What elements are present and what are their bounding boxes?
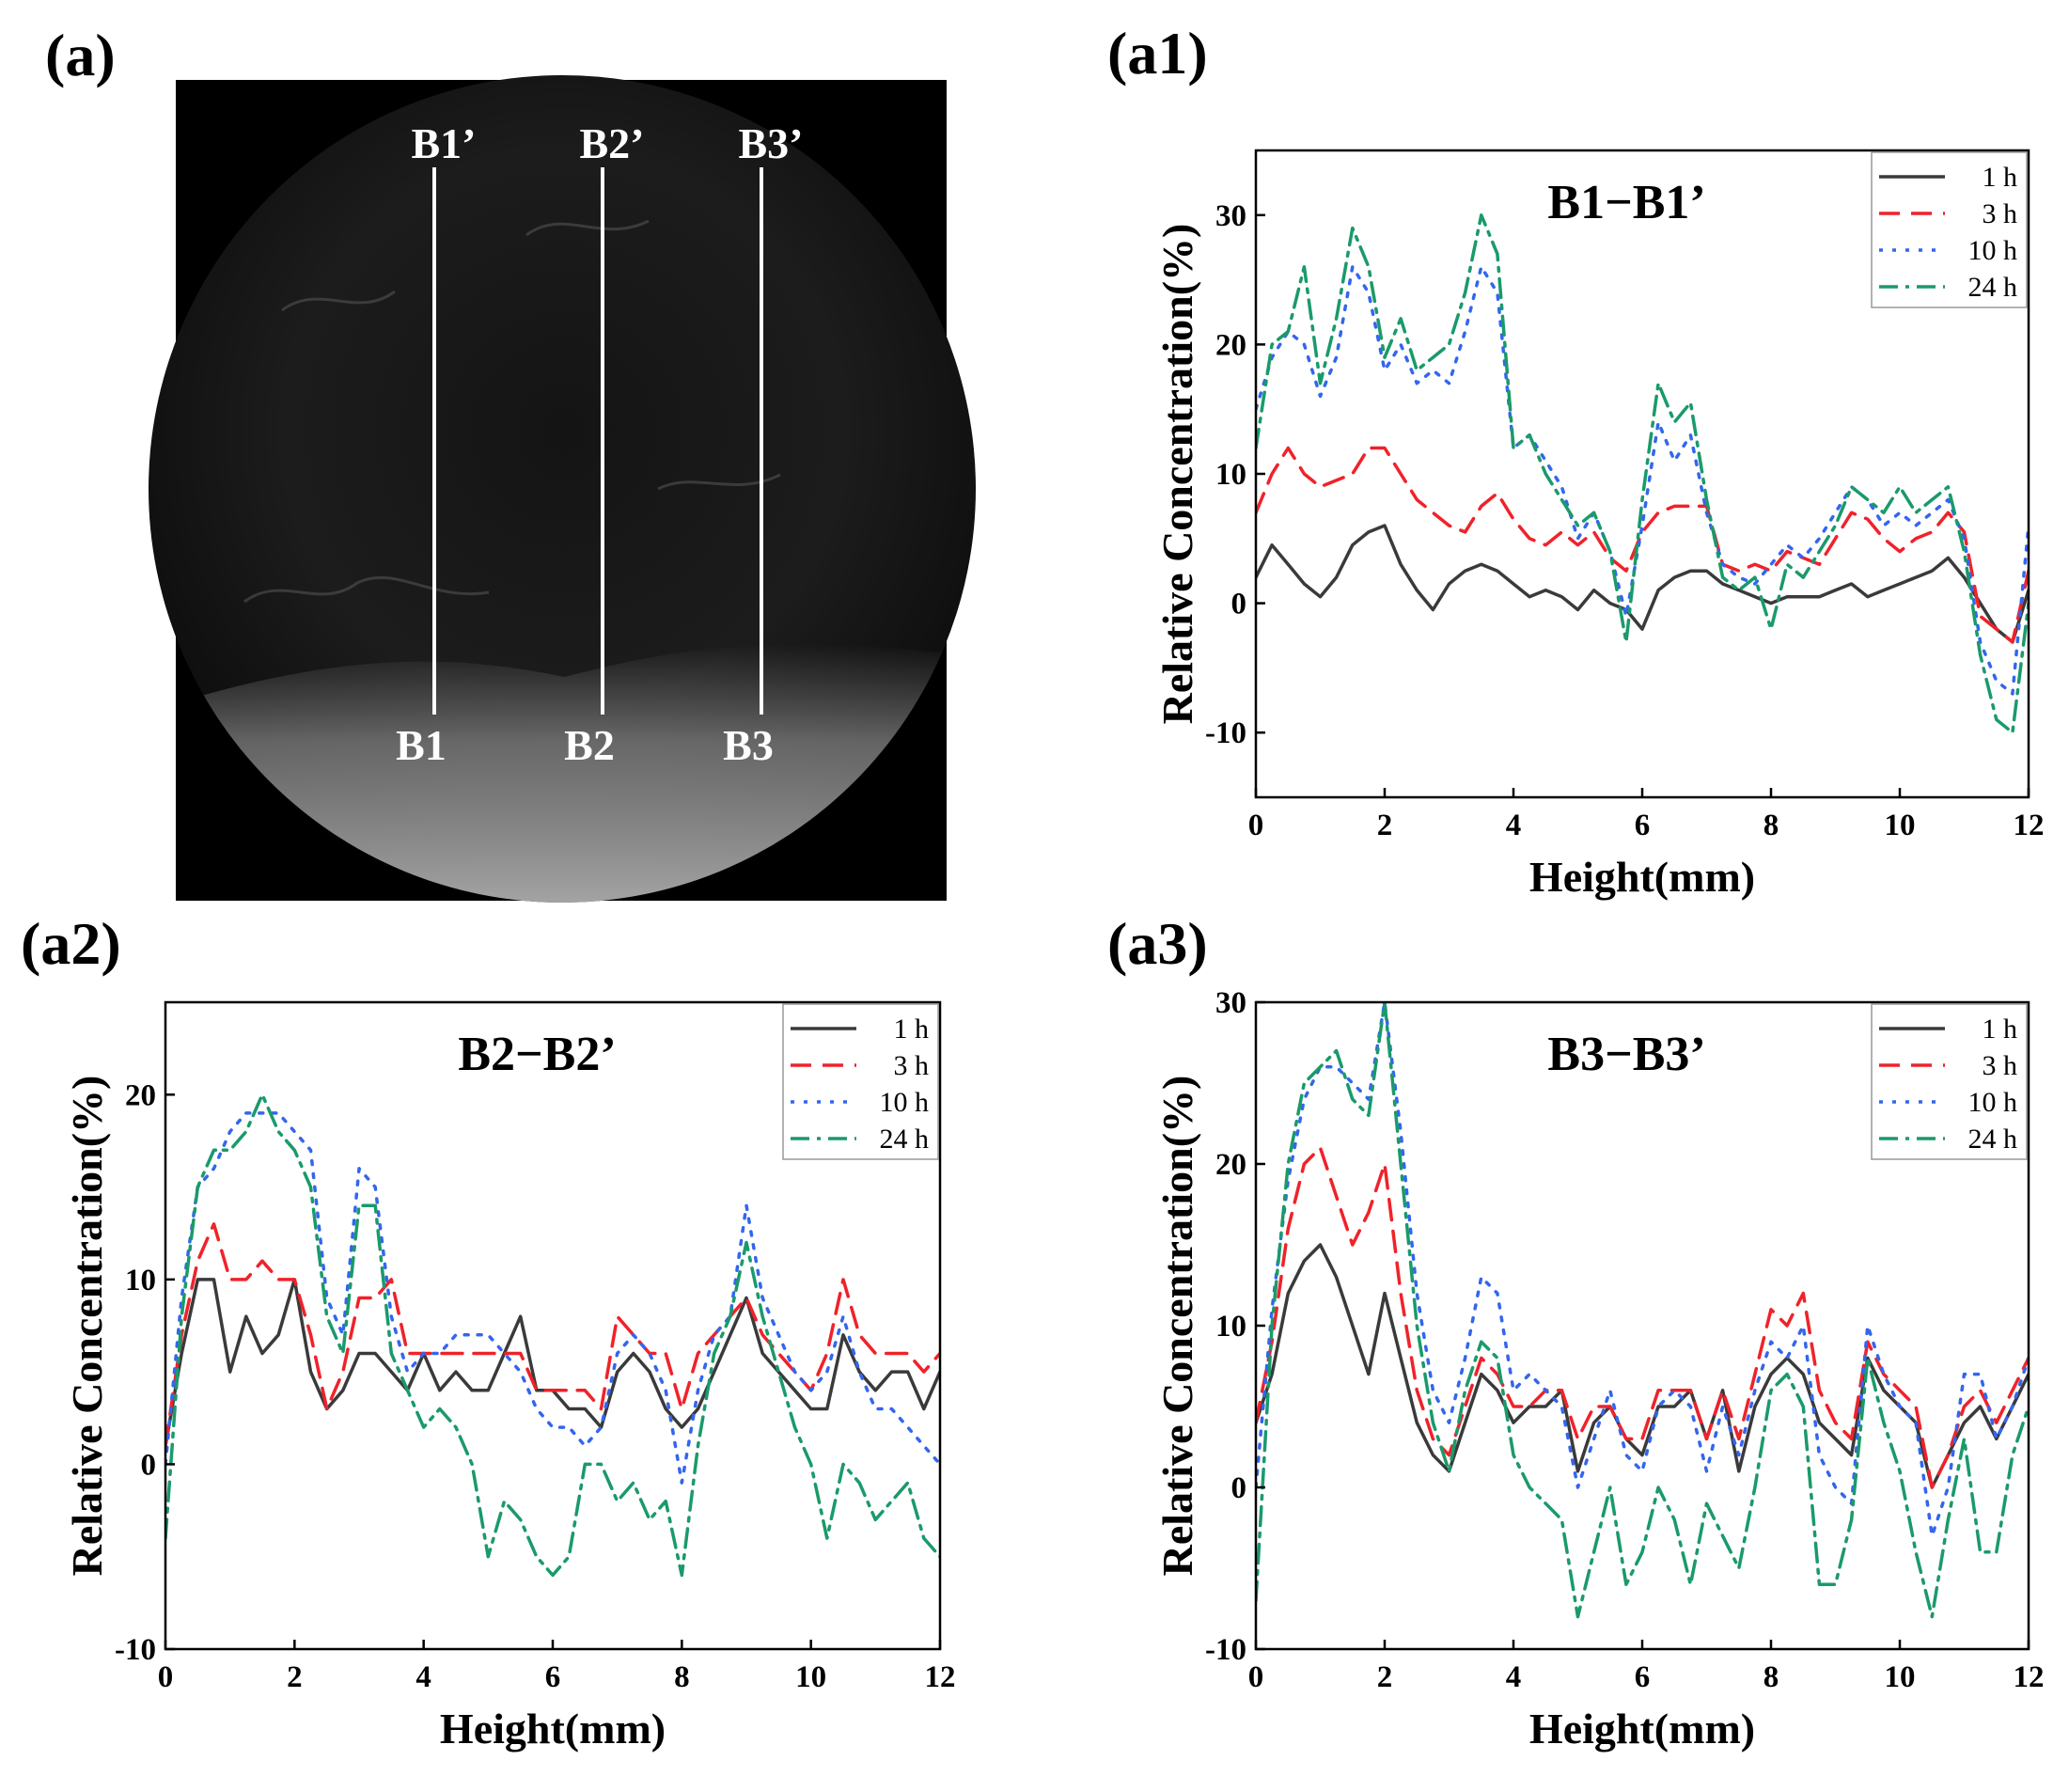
legend-label: 10 h: [1968, 1087, 2018, 1118]
x-tick-label: 0: [1248, 1660, 1264, 1694]
legend-label: 24 h: [1968, 1124, 2018, 1155]
x-axis-title: Height(mm): [1529, 1705, 1755, 1753]
x-tick-label: 10: [1885, 809, 1916, 842]
legend: 1 h 3 h 10 h 24 h: [1871, 1003, 2028, 1160]
x-tick-label: 4: [1506, 809, 1522, 842]
x-tick-label: 8: [674, 1660, 690, 1694]
y-tick-label: 30: [1215, 199, 1246, 233]
x-tick-label: 0: [158, 1660, 174, 1694]
x-tick-label: 8: [1763, 809, 1779, 842]
line-label-bottom: B3: [723, 721, 774, 769]
y-axis-title: Relative Concentration(%): [1153, 1076, 1201, 1577]
y-tick-label: 10: [125, 1264, 156, 1297]
legend-label: 3 h: [894, 1050, 930, 1081]
y-tick-label: 30: [1215, 986, 1246, 1020]
panel-label: (a3): [1107, 910, 1208, 977]
legend-label: 1 h: [1983, 1014, 2018, 1045]
line-label-top: B1’: [412, 119, 477, 167]
y-tick-label: 20: [1215, 328, 1246, 362]
y-axis-title: Relative Concentration(%): [63, 1076, 111, 1577]
image-texture: [243, 219, 781, 604]
series-line-10h: [165, 1111, 940, 1485]
x-tick-label: 12: [925, 1660, 956, 1694]
y-tick-label: 10: [1215, 1310, 1246, 1344]
y-tick-label: 10: [1215, 458, 1246, 492]
series-line-24h: [165, 1092, 940, 1578]
x-tick-label: 12: [2014, 809, 2045, 842]
x-tick-label: 4: [415, 1660, 431, 1694]
chart-b3: (a3)0 2 4 6 8 10 12-100102030Height(mm)Relativ…: [1107, 910, 2045, 1753]
legend-label: 1 h: [894, 1014, 930, 1045]
legend-label: 3 h: [1983, 198, 2018, 229]
panel-label-a: (a): [45, 22, 116, 88]
legend: 1 h 3 h 10 h 24 h: [782, 1003, 939, 1160]
plot-series-group: [1256, 1002, 2029, 1619]
line-label-top: B2’: [580, 119, 645, 167]
y-tick-label: -10: [1205, 716, 1246, 750]
plot-series-group: [1256, 213, 2029, 734]
x-tick-label: 2: [287, 1660, 303, 1694]
x-tick-label: 12: [2014, 1660, 2045, 1694]
series-line-24h: [1256, 213, 2029, 734]
x-tick-label: 0: [1248, 809, 1264, 842]
legend-label: 24 h: [880, 1124, 930, 1155]
y-tick-label: 0: [141, 1448, 157, 1482]
line-label-bottom: B1: [396, 721, 447, 769]
y-axis-title: Relative Concentration(%): [1153, 224, 1201, 725]
x-axis-title: Height(mm): [1529, 853, 1755, 901]
line-label-top: B3’: [739, 119, 804, 167]
series-line-1h: [1256, 524, 2029, 644]
series-line-24h: [1256, 1002, 2029, 1619]
y-tick-label: 20: [125, 1078, 156, 1112]
series-line-3h: [165, 1222, 940, 1448]
x-tick-label: 4: [1506, 1660, 1522, 1694]
x-axis-title: Height(mm): [440, 1705, 666, 1753]
y-tick-label: 0: [1231, 588, 1247, 621]
legend-label: 3 h: [1983, 1050, 2018, 1081]
panel-label: (a1): [1107, 20, 1208, 86]
line-label-bottom: B2: [564, 721, 615, 769]
chart-title: B2−B2’: [458, 1028, 616, 1081]
series-line-3h: [1256, 446, 2029, 644]
y-tick-label: -10: [115, 1633, 156, 1667]
panel-label: (a2): [21, 910, 121, 977]
chart-b1: (a1) 0 2 4 6 8 10 12 -10 0 10 20 30 Height(mm) Relativ…: [1107, 20, 2045, 901]
x-tick-label: 10: [1885, 1660, 1916, 1694]
x-tick-label: 2: [1377, 1660, 1393, 1694]
legend-label: 10 h: [880, 1087, 930, 1118]
plot-series-group: [165, 1092, 940, 1578]
series-line-1h: [1256, 1243, 2029, 1489]
chart-title: B1−B1’: [1547, 176, 1705, 229]
series-line-10h: [1256, 265, 2029, 696]
legend: 1 h 3 h 10 h 24 h: [1871, 151, 2028, 308]
y-tick-label: 20: [1215, 1148, 1246, 1182]
chart-title: B3−B3’: [1547, 1028, 1705, 1081]
x-tick-label: 6: [1635, 809, 1651, 842]
series-line-10h: [1256, 1002, 2029, 1538]
x-tick-label: 2: [1377, 809, 1393, 842]
y-tick-label: -10: [1205, 1633, 1246, 1667]
x-tick-label: 8: [1763, 1660, 1779, 1694]
series-line-3h: [1256, 1146, 2029, 1489]
microscopy-image: B1’ B1 B2’ B2 B3’ B3: [149, 75, 976, 903]
legend-label: 1 h: [1983, 162, 2018, 193]
x-tick-label: 10: [795, 1660, 826, 1694]
x-tick-label: 6: [545, 1660, 561, 1694]
legend-label: 10 h: [1968, 235, 2018, 266]
legend-label: 24 h: [1968, 272, 2018, 303]
x-tick-label: 6: [1635, 1660, 1651, 1694]
chart-b2: (a2)0 2 4 6 8 10 12-1001020Height(mm)Relative …: [21, 910, 956, 1753]
y-tick-label: 0: [1231, 1471, 1247, 1505]
